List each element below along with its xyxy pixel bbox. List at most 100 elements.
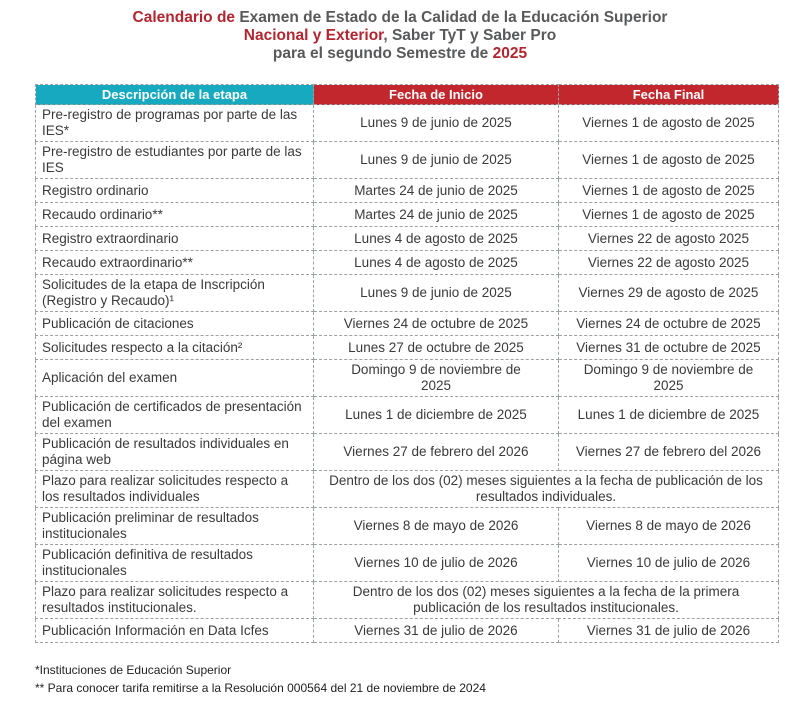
date-text: Lunes 27 de octubre de 2025 xyxy=(348,339,524,355)
merged-period-cell: Dentro de los dos (02) meses siguientes … xyxy=(313,581,779,619)
table-row: Plazo para realizar solicitudes respecto… xyxy=(35,581,779,619)
date-text: Viernes 10 de julio de 2026 xyxy=(354,555,518,570)
title-segment: para el segundo Semestre de xyxy=(272,45,493,62)
table-row: Publicación definitiva de resultados ins… xyxy=(35,544,779,582)
stage-cell: Publicación Información en Data Icfes xyxy=(35,618,314,643)
date-text: Martes 24 de junio de 2025 xyxy=(354,206,518,222)
footnote-ies: *Instituciones de Educación Superior xyxy=(35,663,232,677)
stage-cell: Publicación preliminar de resultados ins… xyxy=(35,507,314,545)
table-row: Plazo para realizar solicitudes respecto… xyxy=(35,470,779,508)
start-date-cell: Martes 24 de junio de 2025 xyxy=(313,202,559,227)
start-date-cell: Domingo 9 de noviembre de 2025 xyxy=(313,359,559,397)
start-date-cell: Lunes 1 de diciembre de 2025 xyxy=(313,396,559,434)
table-row: Publicación preliminar de resultados ins… xyxy=(35,507,779,545)
title-line-2: Nacional y Exterior, Saber TyT y Saber P… xyxy=(0,27,800,45)
date-text: Lunes 1 de diciembre de 2025 xyxy=(345,407,527,422)
start-date-cell: Viernes 27 de febrero del 2026 xyxy=(313,433,559,471)
date-text: Viernes 1 de agosto de 2025 xyxy=(582,152,755,167)
table-row: Aplicación del examen Domingo 9 de noviem… xyxy=(35,359,779,397)
date-text: Viernes 1 de agosto de 2025 xyxy=(582,182,755,198)
merged-period-text: Dentro de los dos (02) meses siguientes … xyxy=(352,584,740,615)
stage-cell: Publicación de resultados individuales e… xyxy=(35,433,314,471)
final-date-cell: Viernes 1 de agosto de 2025 xyxy=(558,104,779,142)
date-text: Viernes 24 de octubre de 2025 xyxy=(343,315,529,331)
title-segment: , Saber TyT y Saber Pro xyxy=(383,27,557,44)
final-date-cell: Viernes 10 de julio de 2026 xyxy=(558,544,779,582)
final-date-cell: Viernes 31 de julio de 2026 xyxy=(558,618,779,643)
page-title: Calendario de Examen de Estado de la Cal… xyxy=(0,0,800,63)
table-row: Recaudo extraordinario** Lunes 4 de agost… xyxy=(35,250,779,275)
stage-cell: Pre-registro de programas por parte de l… xyxy=(35,104,314,142)
date-text: Viernes 29 de agosto de 2025 xyxy=(578,285,759,300)
title-line-1: Calendario de Examen de Estado de la Cal… xyxy=(0,9,800,27)
stage-cell: Aplicación del examen xyxy=(35,359,314,397)
date-text: Viernes 10 de julio de 2026 xyxy=(586,555,751,570)
stage-cell: Plazo para realizar solicitudes respecto… xyxy=(35,470,314,508)
stage-cell: Registro ordinario xyxy=(35,178,314,203)
final-date-cell: Viernes 31 de octubre de 2025 xyxy=(558,335,779,360)
start-date-cell: Lunes 9 de junio de 2025 xyxy=(313,104,559,142)
final-date-cell: Viernes 1 de agosto de 2025 xyxy=(558,141,779,179)
date-text: Viernes 22 de agosto 2025 xyxy=(587,230,750,246)
final-date-cell: Viernes 24 de octubre de 2025 xyxy=(558,311,779,336)
stage-cell: Plazo para realizar solicitudes respecto… xyxy=(35,581,314,619)
stage-cell: Recaudo ordinario** xyxy=(35,202,314,227)
start-date-cell: Martes 24 de junio de 2025 xyxy=(313,178,559,203)
start-date-cell: Lunes 27 de octubre de 2025 xyxy=(313,335,559,360)
date-text: Viernes 31 de octubre de 2025 xyxy=(576,339,761,355)
final-date-cell: Viernes 29 de agosto de 2025 xyxy=(558,274,779,312)
date-text: Lunes 4 de agosto de 2025 xyxy=(354,230,518,246)
merged-period-text: Dentro de los dos (02) meses siguientes … xyxy=(329,473,763,504)
date-text: Viernes 1 de agosto de 2025 xyxy=(582,115,755,130)
start-date-cell: Lunes 4 de agosto de 2025 xyxy=(313,226,559,251)
table-row: Solicitudes respecto a la citación² Lunes… xyxy=(35,335,779,360)
date-text: Viernes 8 de mayo de 2026 xyxy=(586,518,751,533)
final-date-cell: Viernes 1 de agosto de 2025 xyxy=(558,178,779,203)
date-text: Domingo 9 de noviembre de 2025 xyxy=(351,362,521,393)
title-segment: Examen de Estado de la Calidad de la Edu… xyxy=(239,9,668,26)
date-text: Lunes 1 de diciembre de 2025 xyxy=(577,407,760,422)
table-row: Publicación de certificados de presentac… xyxy=(35,396,779,434)
stage-cell: Recaudo extraordinario** xyxy=(35,250,314,275)
start-date-cell: Viernes 24 de octubre de 2025 xyxy=(313,311,559,336)
header-fecha-inicio: Fecha de Inicio xyxy=(313,84,559,105)
start-date-cell: Lunes 9 de junio de 2025 xyxy=(313,274,559,312)
date-text: Viernes 8 de mayo de 2026 xyxy=(353,518,519,533)
final-date-cell: Viernes 1 de agosto de 2025 xyxy=(558,202,779,227)
date-text: Domingo 9 de noviembre de 2025 xyxy=(583,362,754,393)
date-text: Lunes 9 de junio de 2025 xyxy=(360,115,512,130)
start-date-cell: Viernes 10 de julio de 2026 xyxy=(313,544,559,582)
final-date-cell: Lunes 1 de diciembre de 2025 xyxy=(558,396,779,434)
footnotes: *Instituciones de Educación Superior ** … xyxy=(35,662,800,697)
title-segment: Calendario de xyxy=(132,9,240,26)
table-row: Publicación de citaciones Viernes 24 de o… xyxy=(35,311,779,336)
date-text: Viernes 31 de julio de 2026 xyxy=(354,622,518,638)
stage-cell: Registro extraordinario xyxy=(35,226,314,251)
table-row: Publicación de resultados individuales e… xyxy=(35,433,779,471)
title-line-3: para el segundo Semestre de 2025 xyxy=(0,45,800,63)
date-text: Viernes 22 de agosto 2025 xyxy=(587,254,750,270)
table-header-row: Descripción de la etapa Fecha de Inicio … xyxy=(35,84,779,105)
date-text: Lunes 4 de agosto de 2025 xyxy=(354,254,518,270)
stage-cell: Publicación de certificados de presentac… xyxy=(35,396,314,434)
stage-cell: Pre-registro de estudiantes por parte de… xyxy=(35,141,314,179)
table-row: Registro extraordinario Lunes 4 de agosto… xyxy=(35,226,779,251)
table-row: Registro ordinario Martes 24 de junio de … xyxy=(35,178,779,203)
merged-period-cell: Dentro de los dos (02) meses siguientes … xyxy=(313,470,779,508)
final-date-cell: Viernes 22 de agosto 2025 xyxy=(558,250,779,275)
start-date-cell: Viernes 31 de julio de 2026 xyxy=(313,618,559,643)
date-text: Viernes 27 de febrero del 2026 xyxy=(343,444,529,459)
date-text: Viernes 27 de febrero del 2026 xyxy=(575,444,762,459)
date-text: Lunes 9 de junio de 2025 xyxy=(360,152,512,167)
stage-cell: Solicitudes respecto a la citación² xyxy=(35,335,314,360)
stage-cell: Publicación de citaciones xyxy=(35,311,314,336)
footnote-tarifa: ** Para conocer tarifa remitirse a la Re… xyxy=(35,680,486,695)
final-date-cell: Viernes 27 de febrero del 2026 xyxy=(558,433,779,471)
stage-cell: Publicación definitiva de resultados ins… xyxy=(35,544,314,582)
start-date-cell: Viernes 8 de mayo de 2026 xyxy=(313,507,559,545)
calendar-table: Descripción de la etapa Fecha de Inicio … xyxy=(35,84,779,643)
date-text: Viernes 1 de agosto de 2025 xyxy=(582,206,755,222)
final-date-cell: Viernes 8 de mayo de 2026 xyxy=(558,507,779,545)
table-row: Pre-registro de estudiantes por parte de… xyxy=(35,141,779,179)
title-segment: Nacional y Exterior xyxy=(243,27,384,44)
